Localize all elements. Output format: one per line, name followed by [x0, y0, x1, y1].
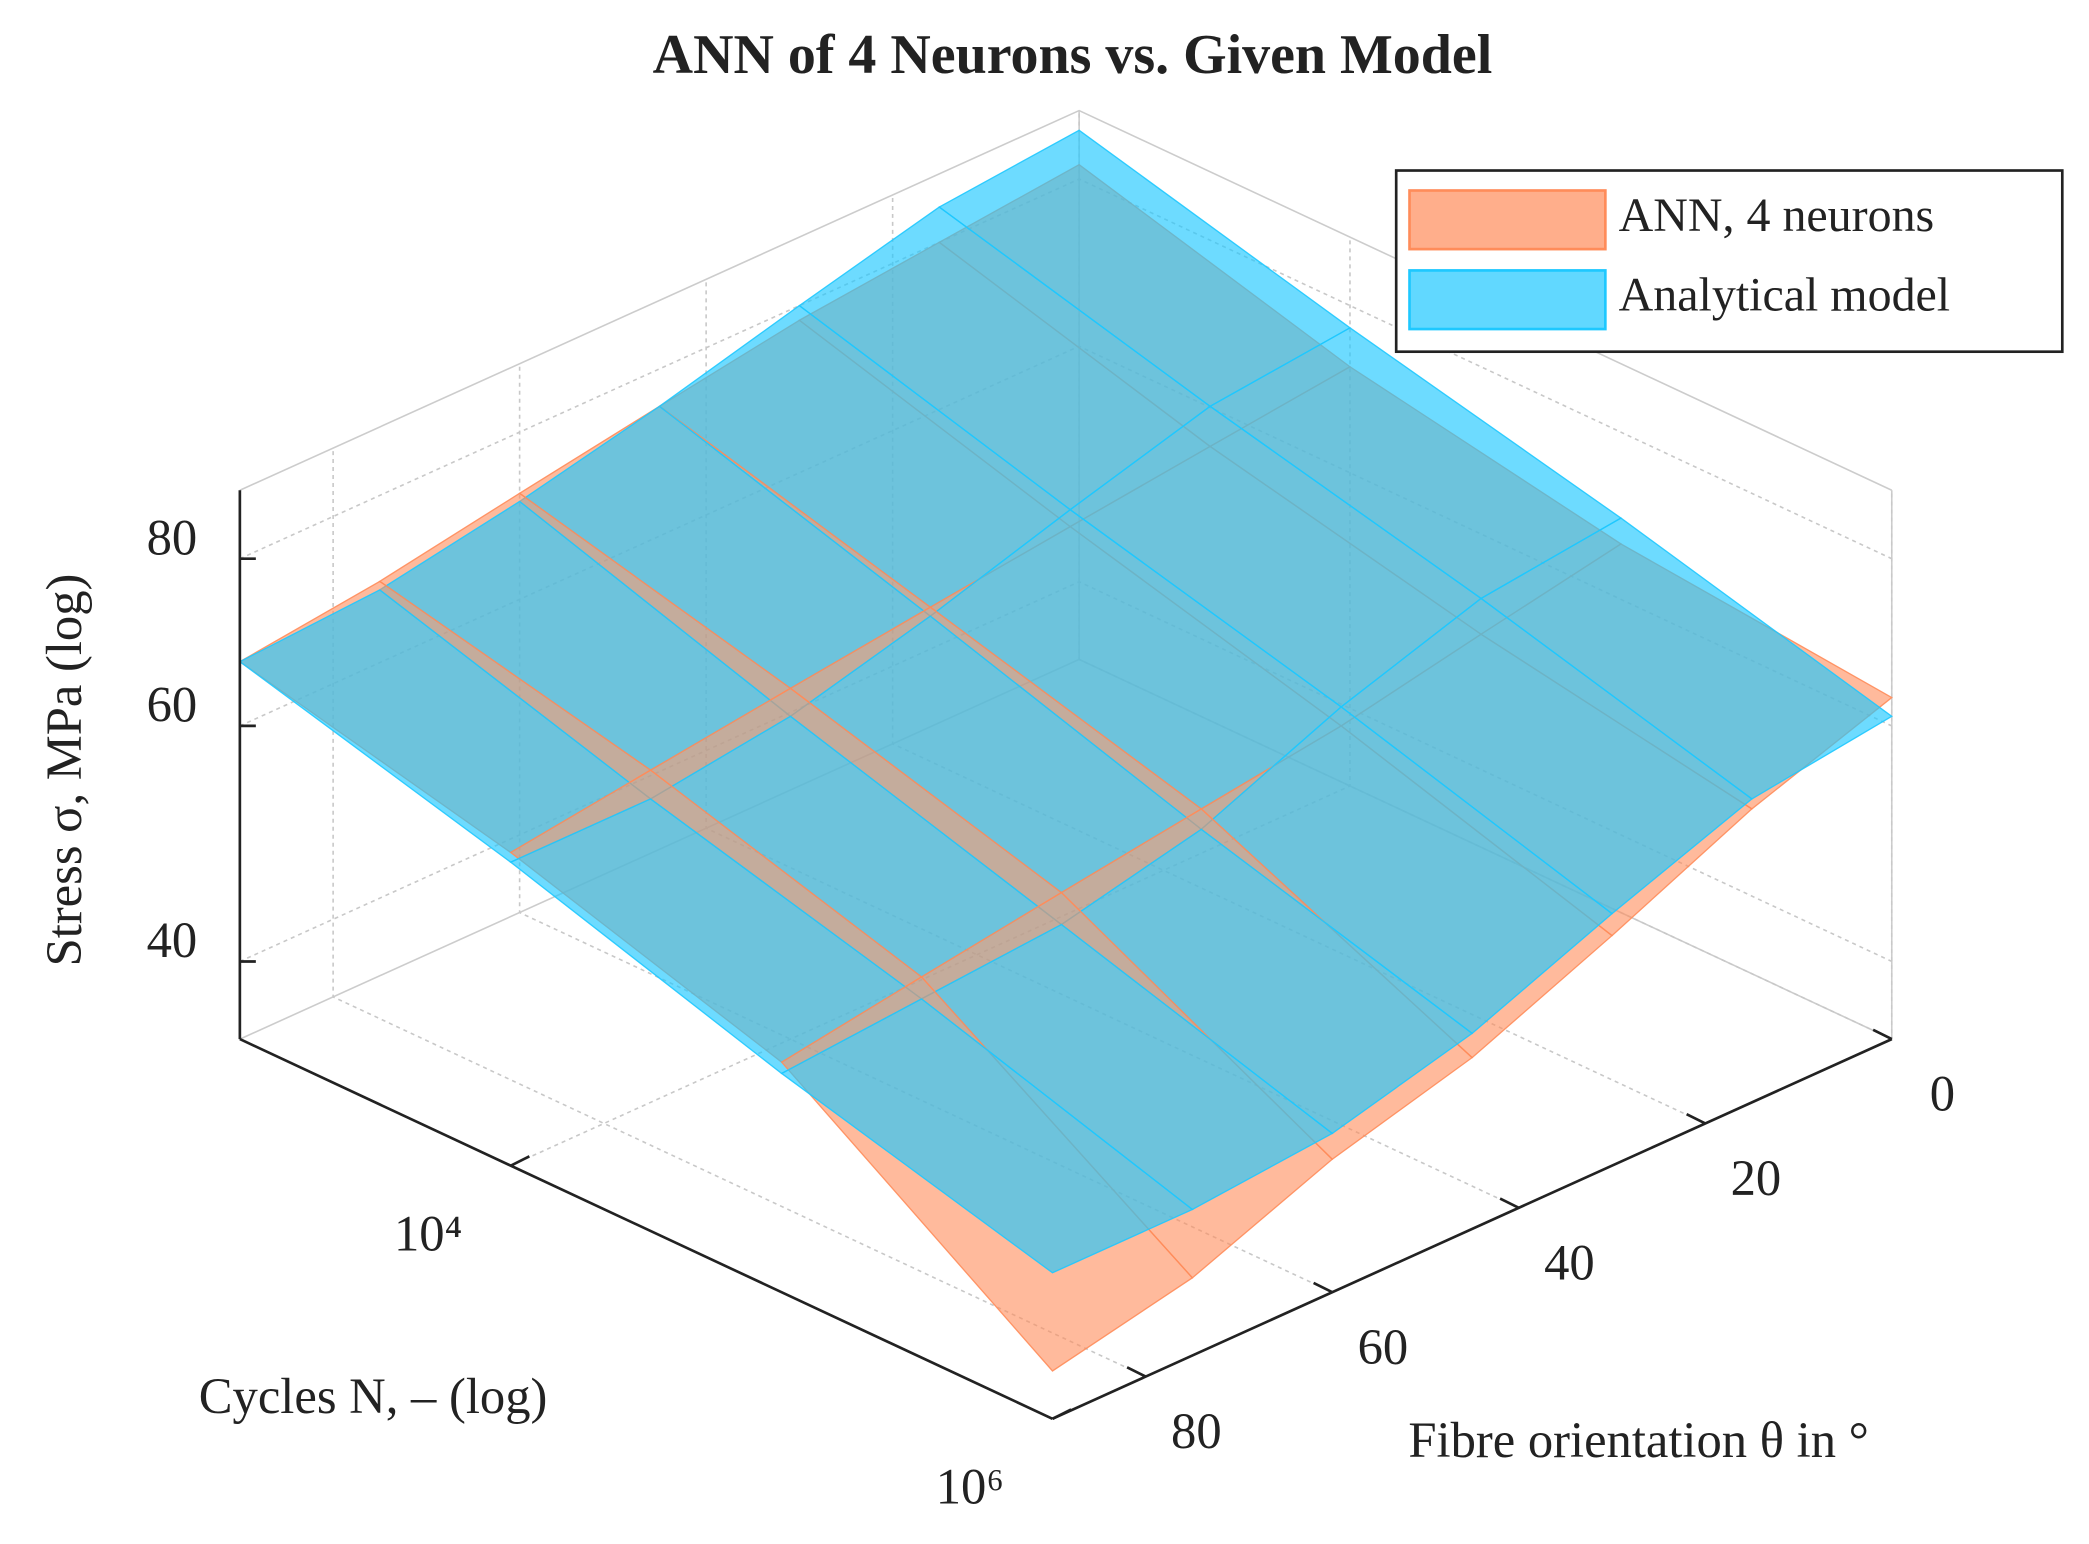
y-tick: [1872, 1028, 1893, 1041]
y-tick: [1313, 1281, 1333, 1294]
y-tick-label: 80: [1171, 1403, 1222, 1459]
surface-cell: [780, 998, 1194, 1274]
chart-title: ANN of 4 Neurons vs. Given Model: [653, 24, 1493, 86]
y-axis: [1051, 1037, 1893, 1420]
x-tick: [1051, 1408, 1072, 1420]
x-tick-label: 10⁶: [936, 1459, 1004, 1515]
z-axis-label: Stress σ, MPa (log): [36, 574, 92, 967]
y-tick: [1126, 1366, 1147, 1378]
y-tick-label: 20: [1731, 1150, 1782, 1206]
z-tick-label: 40: [147, 912, 198, 968]
y-tick-label: 60: [1358, 1319, 1409, 1375]
x-tick: [510, 1155, 530, 1167]
legend-swatch: [1408, 189, 1607, 251]
x-tick-label: 10⁴: [394, 1206, 462, 1262]
legend-label: Analytical model: [1619, 269, 1950, 322]
y-tick-label: 0: [1930, 1066, 1955, 1122]
legend-label: ANN, 4 neurons: [1619, 189, 1935, 242]
y-tick: [1499, 1197, 1520, 1210]
x-axis: [239, 1037, 1054, 1420]
x-axis-label: Cycles N, – (log): [199, 1368, 548, 1424]
z-tick-label: 60: [147, 676, 198, 732]
y-tick: [1686, 1112, 1706, 1125]
z-tick-label: 80: [147, 509, 198, 565]
grid-line: [332, 448, 1147, 1378]
y-tick-label: 40: [1544, 1234, 1595, 1290]
legend-swatch: [1408, 269, 1607, 331]
y-axis-label: Fibre orientation θ in °: [1408, 1412, 1869, 1468]
